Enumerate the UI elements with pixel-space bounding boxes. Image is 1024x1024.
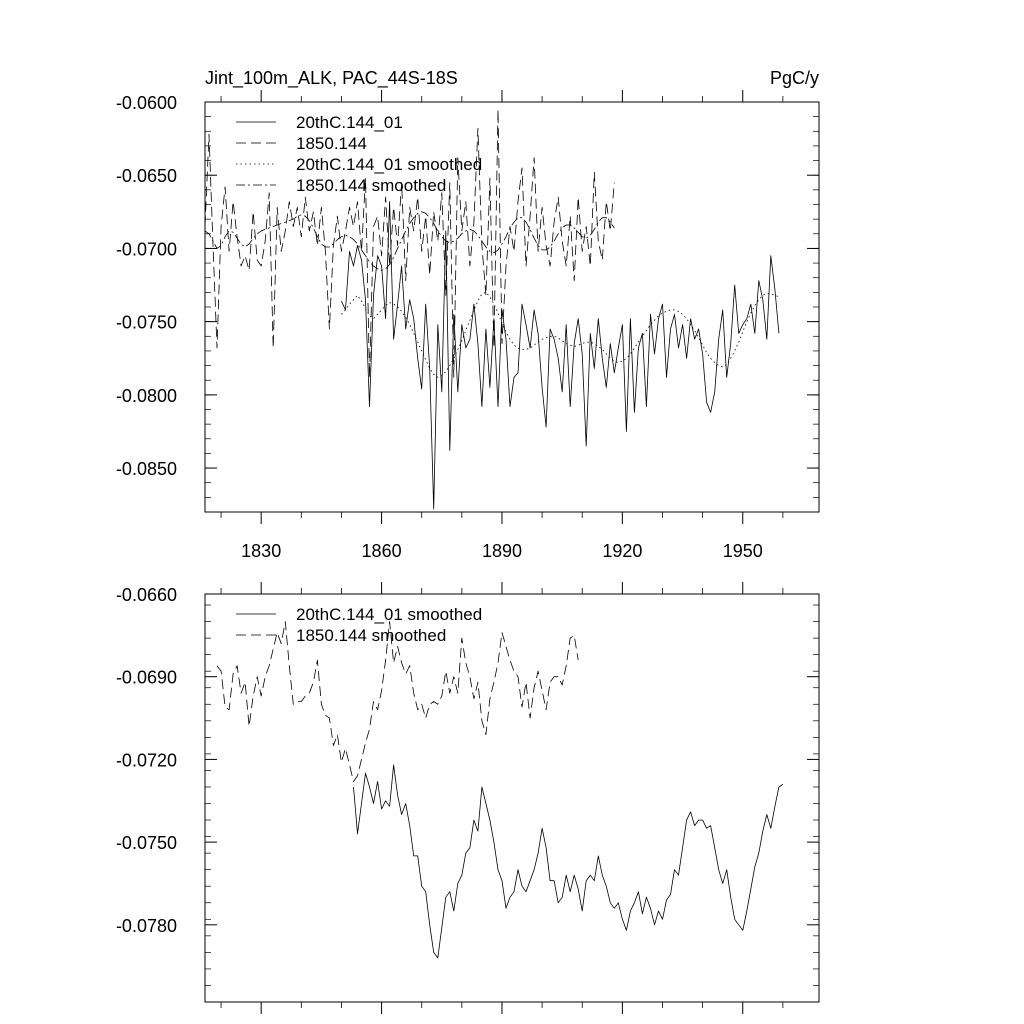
y-tick-label: -0.0850 <box>116 459 177 479</box>
axis-ticks: -0.0660 -0.0690 -0.0720 -0.0750 -0.0780 <box>116 582 819 1014</box>
series-line-dashed <box>216 621 579 782</box>
legend-label: 1850.144 <box>296 134 367 153</box>
x-tick-label: 1830 <box>241 541 281 561</box>
y-tick-label: -0.0750 <box>116 313 177 333</box>
y-tick-label: -0.0750 <box>116 833 177 853</box>
axis-ticks: 1830 1860 1890 1920 1950 -0.0600 -0.0650 -0.070… <box>116 90 819 561</box>
panel-title: Jint_100m_ALK, PAC_44S-18S <box>205 68 458 89</box>
legend-label: 1850.144 smoothed <box>296 626 446 645</box>
y-tick-label: -0.0600 <box>116 93 177 113</box>
y-tick-label: -0.0780 <box>116 916 177 936</box>
series-line-dashed <box>204 108 615 378</box>
y-tick-label: -0.0720 <box>116 750 177 770</box>
x-tick-label: 1950 <box>723 541 763 561</box>
legend: 20thC.144_01 smoothed 1850.144 smoothed <box>236 605 482 645</box>
x-tick-label: 1890 <box>482 541 522 561</box>
series-lines <box>204 108 780 510</box>
legend-label: 1850.144 smoothed <box>296 176 446 195</box>
plot-frame <box>204 593 820 1003</box>
series-line-solid <box>353 764 784 959</box>
legend: 20thC.144_01 1850.144 20thC.144_01 smoot… <box>236 113 482 195</box>
y-tick-label: -0.0650 <box>116 166 177 186</box>
y-tick-label: -0.0690 <box>116 668 177 688</box>
legend-label: 20thC.144_01 <box>296 113 403 132</box>
x-tick-label: 1920 <box>602 541 642 561</box>
series-line-solid <box>341 201 780 510</box>
legend-label: 20thC.144_01 smoothed <box>296 155 482 174</box>
legend-label: 20thC.144_01 smoothed <box>296 605 482 624</box>
y-tick-label: -0.0700 <box>116 239 177 259</box>
series-line-dotted <box>341 291 780 378</box>
x-tick-label: 1860 <box>362 541 402 561</box>
y-tick-label: -0.0800 <box>116 386 177 406</box>
panel-units: PgC/y <box>770 68 819 88</box>
series-lines <box>216 621 784 959</box>
series-line-dashdot <box>204 211 615 271</box>
panel-top: Jint_100m_ALK, PAC_44S-18S PgC/y 1830 186… <box>116 68 820 561</box>
y-tick-label: -0.0660 <box>116 585 177 605</box>
panel-bottom: -0.0660 -0.0690 -0.0720 -0.0750 -0.0780 20th… <box>116 582 820 1014</box>
